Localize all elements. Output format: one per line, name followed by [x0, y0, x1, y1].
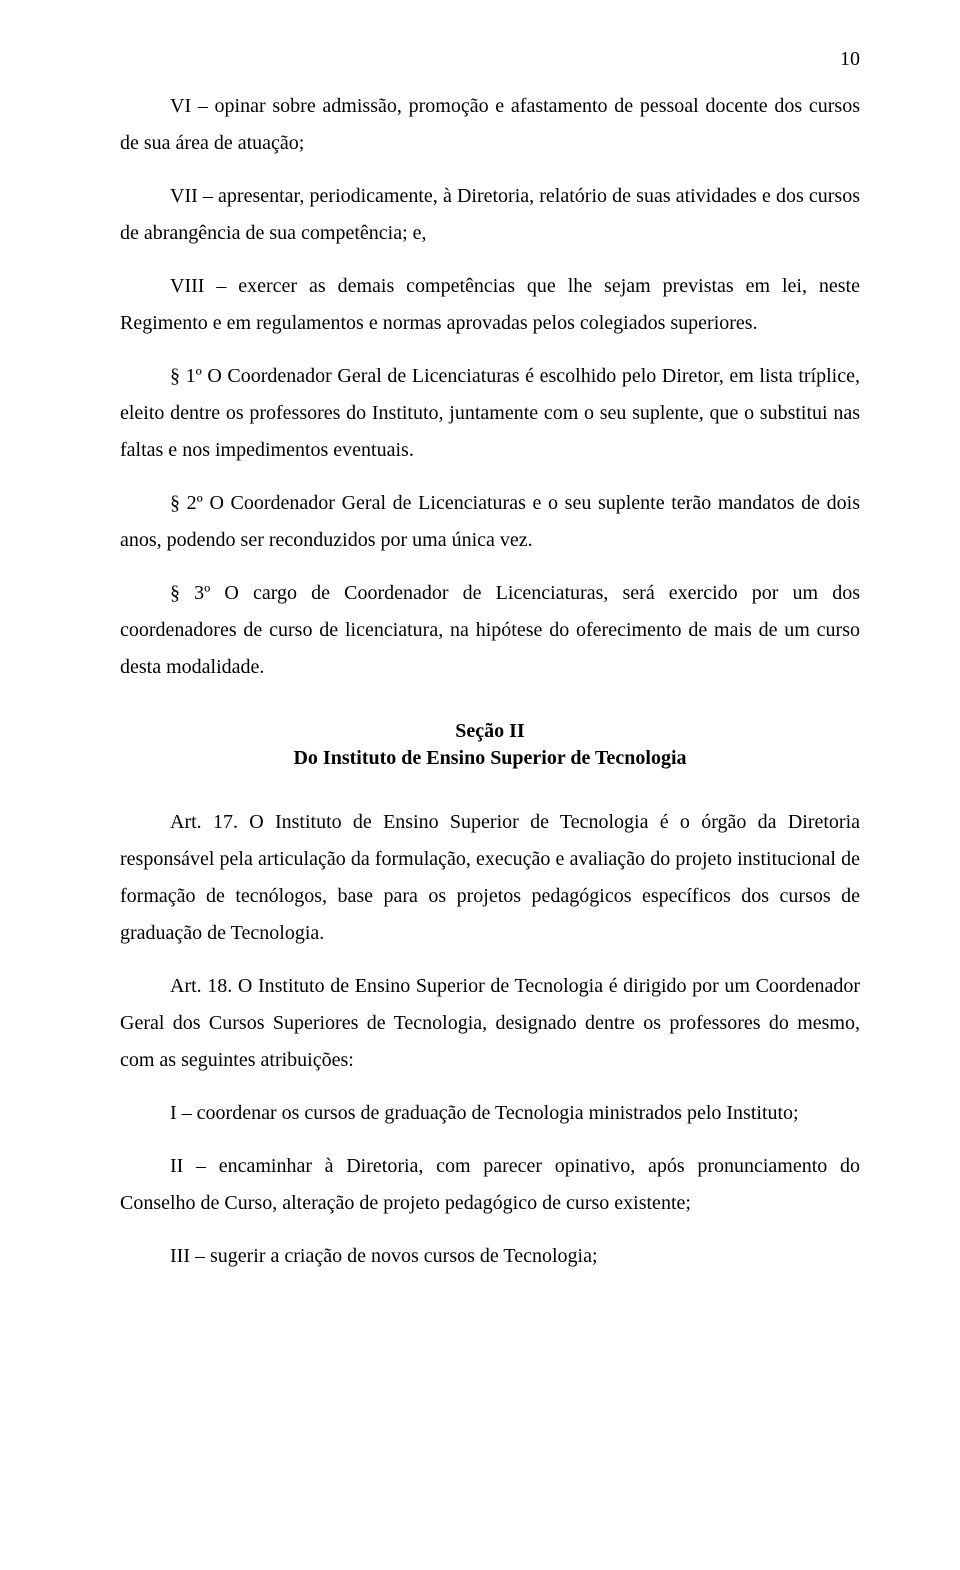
- paragraph-i: I – coordenar os cursos de graduação de …: [120, 1095, 860, 1132]
- paragraph-par3: § 3º O cargo de Coordenador de Licenciat…: [120, 575, 860, 686]
- paragraph-art17: Art. 17. O Instituto de Ensino Superior …: [120, 804, 860, 952]
- paragraph-iii: III – sugerir a criação de novos cursos …: [120, 1238, 860, 1275]
- document-page: 10 VI – opinar sobre admissão, promoção …: [0, 0, 960, 1570]
- top-spacer: [120, 60, 860, 88]
- page-number: 10: [840, 48, 860, 71]
- paragraph-ii: II – encaminhar à Diretoria, com parecer…: [120, 1148, 860, 1222]
- paragraph-viii: VIII – exercer as demais competências qu…: [120, 268, 860, 342]
- section-subtitle: Do Instituto de Ensino Superior de Tecno…: [120, 747, 860, 770]
- paragraph-par1: § 1º O Coordenador Geral de Licenciatura…: [120, 358, 860, 469]
- paragraph-art18: Art. 18. O Instituto de Ensino Superior …: [120, 968, 860, 1079]
- paragraph-vi: VI – opinar sobre admissão, promoção e a…: [120, 88, 860, 162]
- paragraph-vii: VII – apresentar, periodicamente, à Dire…: [120, 178, 860, 252]
- paragraph-par2: § 2º O Coordenador Geral de Licenciatura…: [120, 485, 860, 559]
- section-title: Seção II: [120, 720, 860, 743]
